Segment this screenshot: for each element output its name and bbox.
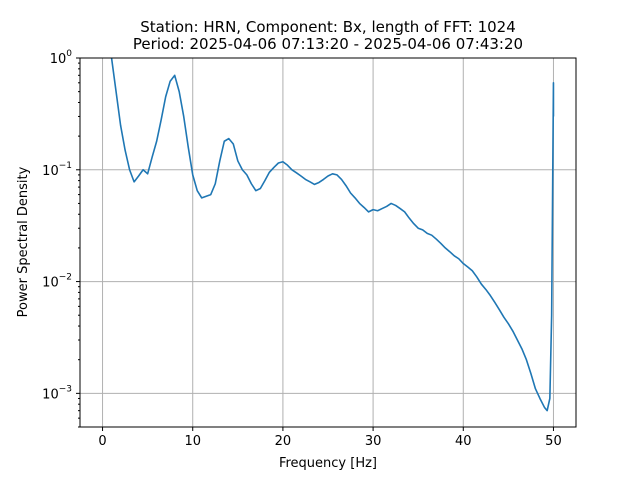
axis-ticks: 0 10 20 30 40 50 10−3 10−2 10−1 100 (42, 49, 562, 449)
x-tick-label: 0 (98, 434, 106, 449)
x-tick-label: 40 (455, 434, 472, 449)
x-tick-label: 50 (545, 434, 562, 449)
grid-lines (80, 57, 576, 427)
chart-title-line1: Station: HRN, Component: Bx, length of F… (140, 18, 516, 36)
plot-frame (79, 57, 577, 428)
y-tick-label: 100 (50, 49, 73, 67)
chart-title-line2: Period: 2025-04-06 07:13:20 - 2025-04-06… (133, 35, 523, 53)
x-tick-label: 10 (184, 434, 201, 449)
y-tick-label: 10−2 (42, 273, 72, 291)
y-tick-label: 10−1 (42, 161, 72, 179)
x-tick-label: 20 (275, 434, 292, 449)
x-axis-label: Frequency [Hz] (279, 456, 377, 471)
psd-series-line (110, 57, 555, 412)
y-axis-label: Power Spectral Density (16, 166, 31, 317)
x-tick-label: 30 (365, 434, 382, 449)
y-tick-label: 10−3 (42, 384, 72, 402)
